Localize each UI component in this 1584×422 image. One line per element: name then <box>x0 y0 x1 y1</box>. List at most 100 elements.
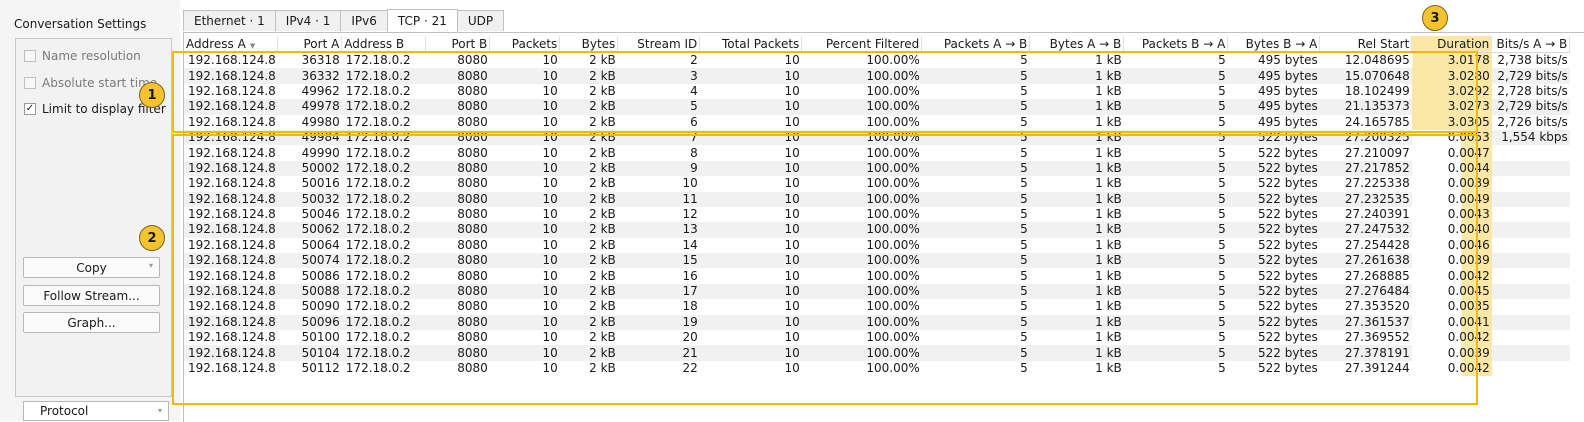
checkbox-box[interactable] <box>24 77 36 89</box>
table-row[interactable]: 192.168.124.8 49980 172.18.0.2 8080 10 2 kB 6 1… <box>184 114 1570 130</box>
table-row[interactable]: 192.168.124.8 36332 172.18.0.2 8080 10 2 kB 3 1… <box>184 68 1570 84</box>
table-row[interactable]: 192.168.124.8 50104 172.18.0.2 8080 10 2 kB 21… <box>184 345 1570 361</box>
column-header-packets-a-to-b[interactable]: Packets A → B <box>921 36 1031 53</box>
cell-percent-filtered: 100.00% <box>866 330 920 345</box>
cell-bytes: 2 kB <box>559 99 618 115</box>
table-row[interactable]: 192.168.124.8 50064 172.18.0.2 8080 10 2 kB 14… <box>184 237 1570 254</box>
table-row[interactable]: 192.168.124.8 50046 172.18.0.2 8080 10 2 kB 12… <box>184 206 1570 223</box>
column-header-port-a[interactable]: Port A <box>277 36 343 53</box>
cell-stream-id: 20 <box>682 330 698 345</box>
cell-bits-per-sec-a-to-b: 2,726 bits/s <box>1497 114 1568 129</box>
table-row[interactable]: 192.168.124.8 50074 172.18.0.2 8080 10 2 kB 15… <box>184 253 1570 269</box>
tab-ethernet[interactable]: Ethernet · 1 <box>183 10 276 31</box>
cell-rel-start: 27.210097 <box>1344 145 1410 160</box>
column-header-packets-b-to-a[interactable]: Packets B → A <box>1123 36 1229 53</box>
cell-address-b: 172.18.0.2 <box>345 237 411 252</box>
table-row[interactable]: 192.168.124.8 49978 172.18.0.2 8080 10 2 kB 5 1… <box>184 99 1570 115</box>
cell-packets-a-to-b: 5 <box>1020 299 1028 314</box>
cell-total-packets: 10 <box>784 268 800 283</box>
cell-duration: 0.0039 <box>1411 345 1492 361</box>
table-row[interactable]: 192.168.124.8 50016 172.18.0.2 8080 10 2 kB 10… <box>184 176 1570 192</box>
column-header-bytes-b-to-a[interactable]: Bytes B → A <box>1227 36 1321 53</box>
tab-udp[interactable]: UDP <box>456 10 505 31</box>
checkbox-box[interactable] <box>24 50 36 62</box>
cell-bytes-a-to-b: 1 kB <box>1095 145 1122 160</box>
column-header-port-b[interactable]: Port B <box>425 36 491 53</box>
cell-bits-per-sec-a-to-b <box>1492 299 1570 314</box>
cell-duration: 0.0039 <box>1411 253 1492 269</box>
graph-button[interactable]: Graph... <box>23 312 160 333</box>
cell-port-b: 8080 <box>457 299 488 314</box>
cell-packets: 10 <box>489 68 560 84</box>
column-header-bytes[interactable]: Bytes <box>559 36 619 53</box>
table-row[interactable]: 192.168.124.8 50062 172.18.0.2 8080 10 2 kB 13… <box>184 222 1570 238</box>
conversations-table-body: 192.168.124.8 36318 172.18.0.2 8080 10 2 kB 2 1… <box>184 52 1570 377</box>
cell-bytes: 2 kB <box>589 237 616 252</box>
column-header-rel-start[interactable]: Rel Start <box>1319 36 1413 53</box>
cell-bytes-b-to-a: 522 bytes <box>1258 361 1318 375</box>
cell-bits-per-sec-a-to-b <box>1492 268 1570 283</box>
cell-port-a: 50088 <box>277 283 342 300</box>
protocol-select[interactable]: Protocol ▾ <box>23 401 169 421</box>
cell-port-b: 8080 <box>457 145 488 160</box>
column-header-bits-per-sec-a-to-b[interactable]: Bits/s A → B <box>1491 36 1571 53</box>
cell-stream-id: 12 <box>682 207 698 222</box>
cell-packets-b-to-a: 5 <box>1218 330 1226 345</box>
cell-port-a: 50046 <box>301 207 340 222</box>
checkmark-icon[interactable]: ✓ <box>24 103 36 115</box>
cell-port-a: 49980 <box>301 114 340 129</box>
cell-address-b: 172.18.0.2 <box>341 68 426 84</box>
cell-duration: 3.0178 <box>1411 52 1492 69</box>
name-resolution-checkbox[interactable]: Name resolution <box>24 49 141 63</box>
table-row[interactable]: 192.168.124.8 50086 172.18.0.2 8080 10 2 kB 16… <box>184 268 1570 284</box>
table-row[interactable]: 192.168.124.8 36318 172.18.0.2 8080 10 2 kB 2 1… <box>184 52 1570 69</box>
table-row[interactable]: 192.168.124.8 49984 172.18.0.2 8080 10 2 kB 7 1… <box>184 129 1570 146</box>
cell-packets: 10 <box>542 83 558 98</box>
cell-bytes-b-to-a: 495 bytes <box>1227 68 1320 84</box>
cell-packets-b-to-a: 5 <box>1123 129 1228 146</box>
cell-packets-a-to-b: 5 <box>1020 53 1028 68</box>
column-header-address-a[interactable]: Address A ▼ <box>184 36 279 53</box>
table-row[interactable]: 192.168.124.8 50112 172.18.0.2 8080 10 2 kB 22… <box>184 360 1570 377</box>
copy-button[interactable]: Copy ▾ <box>23 257 160 278</box>
cell-duration: 0.0049 <box>1411 191 1492 207</box>
limit-to-display-filter-checkbox[interactable]: ✓ Limit to display filter <box>24 102 166 116</box>
column-header-percent-filtered[interactable]: Percent Filtered <box>801 36 923 53</box>
cell-duration: 3.0305 <box>1411 114 1492 130</box>
column-header-packets[interactable]: Packets <box>489 36 561 53</box>
table-row[interactable]: 192.168.124.8 50032 172.18.0.2 8080 10 2 kB 11… <box>184 191 1570 207</box>
cell-packets-a-to-b: 5 <box>921 68 1030 84</box>
column-header-duration[interactable]: Duration <box>1411 36 1493 53</box>
cell-packets-b-to-a: 5 <box>1123 345 1228 361</box>
annotation-badge-1: 1 <box>139 82 165 108</box>
cell-bits-per-sec-a-to-b <box>1492 207 1570 222</box>
table-row[interactable]: 192.168.124.8 50088 172.18.0.2 8080 10 2 kB 17… <box>184 283 1570 300</box>
column-header-address-b[interactable]: Address B <box>341 36 427 53</box>
table-row[interactable]: 192.168.124.8 49962 172.18.0.2 8080 10 2 kB 4 1… <box>184 83 1570 100</box>
cell-packets: 10 <box>542 145 558 160</box>
absolute-start-time-checkbox[interactable]: Absolute start time <box>24 76 157 90</box>
cell-port-b: 8080 <box>425 160 490 177</box>
column-header-stream-id[interactable]: Stream ID <box>617 36 701 53</box>
cell-bits-per-sec-a-to-b <box>1492 145 1570 160</box>
table-row[interactable]: 192.168.124.8 49990 172.18.0.2 8080 10 2 kB 8 1… <box>184 145 1570 161</box>
cell-bytes-b-to-a: 522 bytes <box>1227 222 1320 238</box>
column-header-total-packets[interactable]: Total Packets <box>699 36 803 53</box>
table-row[interactable]: 192.168.124.8 50100 172.18.0.2 8080 10 2 kB 20… <box>184 330 1570 346</box>
cell-stream-id: 7 <box>617 129 700 146</box>
cell-percent-filtered: 100.00% <box>801 129 922 146</box>
tab-tcp[interactable]: TCP · 21 <box>386 9 458 32</box>
table-row[interactable]: 192.168.124.8 50002 172.18.0.2 8080 10 2 kB 9 1… <box>184 160 1570 177</box>
cell-stream-id: 11 <box>617 191 700 207</box>
cell-rel-start: 27.369552 <box>1344 330 1410 345</box>
follow-stream-button-label: Follow Stream... <box>43 288 140 303</box>
tab-ipv4[interactable]: IPv4 · 1 <box>274 10 342 31</box>
column-header-bytes-a-to-b[interactable]: Bytes A → B <box>1029 36 1125 53</box>
cell-bytes: 2 kB <box>559 191 618 207</box>
cell-total-packets: 10 <box>699 253 802 269</box>
table-row[interactable]: 192.168.124.8 50090 172.18.0.2 8080 10 2 kB 18… <box>184 299 1570 315</box>
tab-ipv6[interactable]: IPv6 <box>340 10 388 31</box>
cell-packets: 10 <box>542 237 558 252</box>
follow-stream-button[interactable]: Follow Stream... <box>23 285 160 306</box>
table-row[interactable]: 192.168.124.8 50096 172.18.0.2 8080 10 2 kB 19… <box>184 314 1570 331</box>
